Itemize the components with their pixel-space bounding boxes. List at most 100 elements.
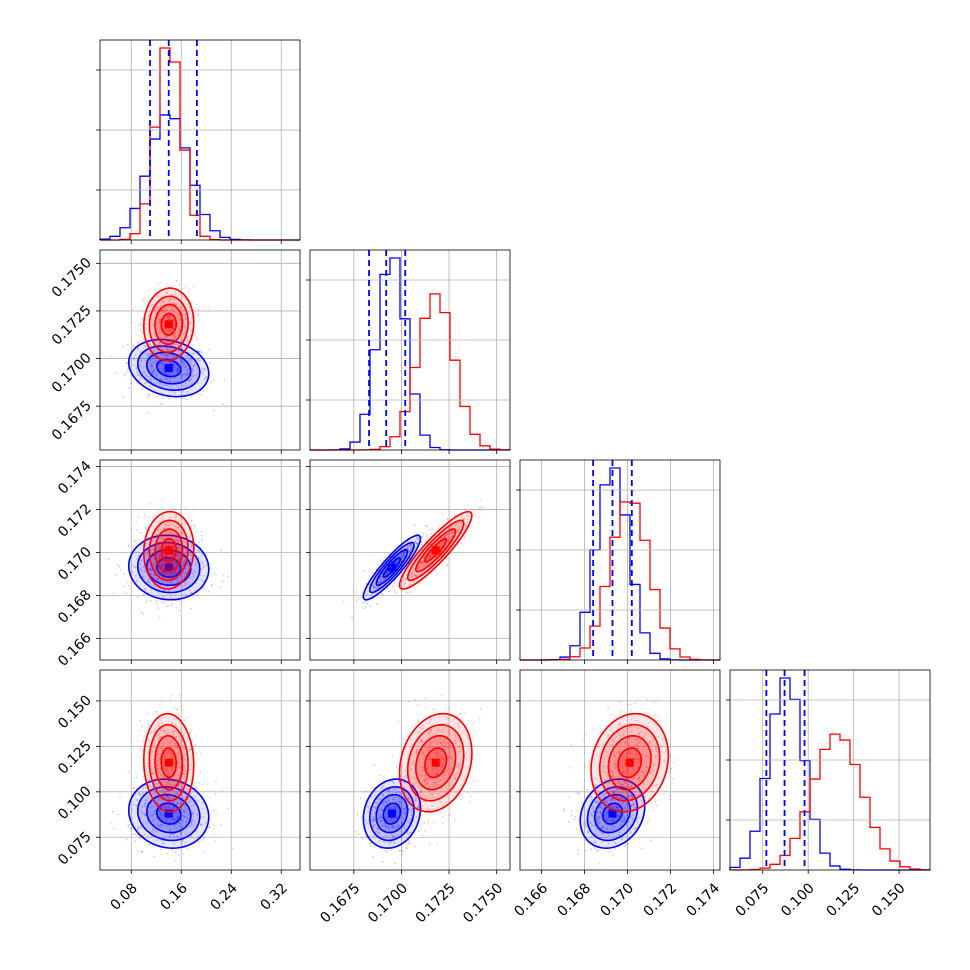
scatter-point bbox=[213, 833, 215, 835]
scatter-point bbox=[474, 515, 477, 517]
scatter-point bbox=[359, 797, 362, 800]
scatter-point bbox=[180, 307, 182, 310]
scatter-point bbox=[182, 309, 185, 312]
scatter-point bbox=[135, 306, 137, 308]
scatter-point bbox=[192, 364, 195, 367]
scatter-point bbox=[164, 317, 166, 319]
scatter-point bbox=[169, 297, 172, 300]
scatter-point bbox=[156, 305, 159, 308]
scatter-point bbox=[186, 848, 189, 850]
y-tick-label: 0.075 bbox=[55, 829, 95, 869]
scatter-point bbox=[167, 315, 170, 318]
scatter-point bbox=[384, 849, 387, 852]
scatter-point bbox=[169, 329, 172, 331]
scatter-point bbox=[172, 362, 175, 365]
scatter-point bbox=[215, 780, 217, 783]
scatter-point bbox=[174, 381, 177, 383]
scatter-point bbox=[173, 321, 175, 324]
scatter-point bbox=[355, 600, 358, 602]
scatter-point bbox=[207, 590, 210, 593]
scatter-point bbox=[157, 314, 160, 316]
scatter-point bbox=[136, 373, 139, 376]
scatter-point bbox=[163, 321, 166, 324]
scatter-point bbox=[221, 789, 224, 792]
scatter-point bbox=[197, 313, 199, 315]
scatter-point bbox=[413, 845, 416, 848]
scatter-point bbox=[424, 697, 427, 700]
scatter-point bbox=[116, 563, 119, 566]
scatter-point bbox=[183, 362, 186, 365]
scatter-point bbox=[147, 314, 150, 317]
scatter-point bbox=[153, 349, 156, 351]
scatter-point bbox=[166, 354, 169, 357]
scatter-point bbox=[212, 379, 215, 381]
scatter-point bbox=[586, 788, 589, 791]
scatter-point bbox=[139, 719, 142, 722]
scatter-point bbox=[160, 309, 163, 312]
scatter-point bbox=[203, 367, 206, 370]
scatter-point bbox=[142, 366, 145, 369]
scatter-point bbox=[222, 402, 225, 405]
scatter-point bbox=[158, 322, 161, 325]
scatter-point bbox=[173, 310, 175, 313]
scatter-point bbox=[137, 516, 140, 519]
scatter-point bbox=[213, 571, 215, 574]
scatter-point bbox=[190, 374, 193, 377]
scatter-point bbox=[167, 605, 170, 607]
scatter-point bbox=[149, 353, 152, 356]
scatter-point bbox=[179, 306, 182, 309]
scatter-point bbox=[183, 327, 186, 330]
scatter-point bbox=[159, 327, 161, 330]
scatter-point bbox=[165, 328, 167, 331]
scatter-point bbox=[184, 315, 187, 318]
scatter-point bbox=[141, 331, 144, 334]
scatter-point bbox=[164, 372, 167, 374]
scatter-point bbox=[182, 315, 185, 317]
scatter-point bbox=[417, 719, 419, 722]
scatter-point bbox=[414, 589, 417, 591]
scatter-point bbox=[578, 793, 580, 796]
scatter-point bbox=[468, 801, 471, 803]
scatter-point bbox=[165, 291, 168, 294]
scatter-point bbox=[167, 852, 169, 855]
scatter-point bbox=[136, 371, 139, 373]
scatter-point bbox=[432, 821, 435, 824]
scatter-point bbox=[179, 347, 182, 349]
scatter-point bbox=[182, 397, 184, 400]
x-tick-label: 0.1750 bbox=[460, 880, 506, 926]
scatter-point bbox=[209, 361, 212, 364]
scatter-point bbox=[184, 332, 186, 334]
scatter-point bbox=[126, 343, 129, 346]
scatter-point bbox=[182, 384, 185, 387]
scatter-point bbox=[176, 370, 178, 373]
scatter-point bbox=[147, 353, 150, 355]
scatter-point bbox=[138, 850, 140, 853]
scatter-point bbox=[132, 546, 135, 549]
scatter-point bbox=[187, 372, 190, 375]
scatter-point bbox=[166, 305, 168, 308]
scatter-point bbox=[420, 581, 422, 584]
scatter-point bbox=[157, 332, 159, 334]
scatter-point bbox=[147, 375, 150, 378]
density-peak-1 bbox=[431, 546, 440, 555]
scatter-point bbox=[176, 364, 178, 367]
scatter-point bbox=[207, 306, 210, 308]
scatter-point bbox=[357, 597, 360, 600]
scatter-point bbox=[164, 309, 167, 311]
scatter-point bbox=[203, 378, 206, 380]
histogram-panel-2 bbox=[516, 459, 721, 664]
scatter-point bbox=[183, 356, 186, 358]
scatter-point bbox=[181, 374, 183, 376]
scatter-point bbox=[369, 574, 371, 577]
scatter-point bbox=[169, 354, 172, 357]
scatter-point bbox=[172, 366, 175, 369]
scatter-point bbox=[173, 508, 176, 510]
scatter-point bbox=[156, 382, 158, 384]
scatter-point bbox=[181, 287, 184, 290]
scatter-point bbox=[190, 525, 193, 528]
scatter-point bbox=[187, 289, 190, 292]
scatter-point bbox=[156, 315, 159, 318]
scatter-point bbox=[166, 347, 169, 350]
scatter-point bbox=[156, 509, 159, 512]
scatter-point bbox=[361, 592, 363, 594]
